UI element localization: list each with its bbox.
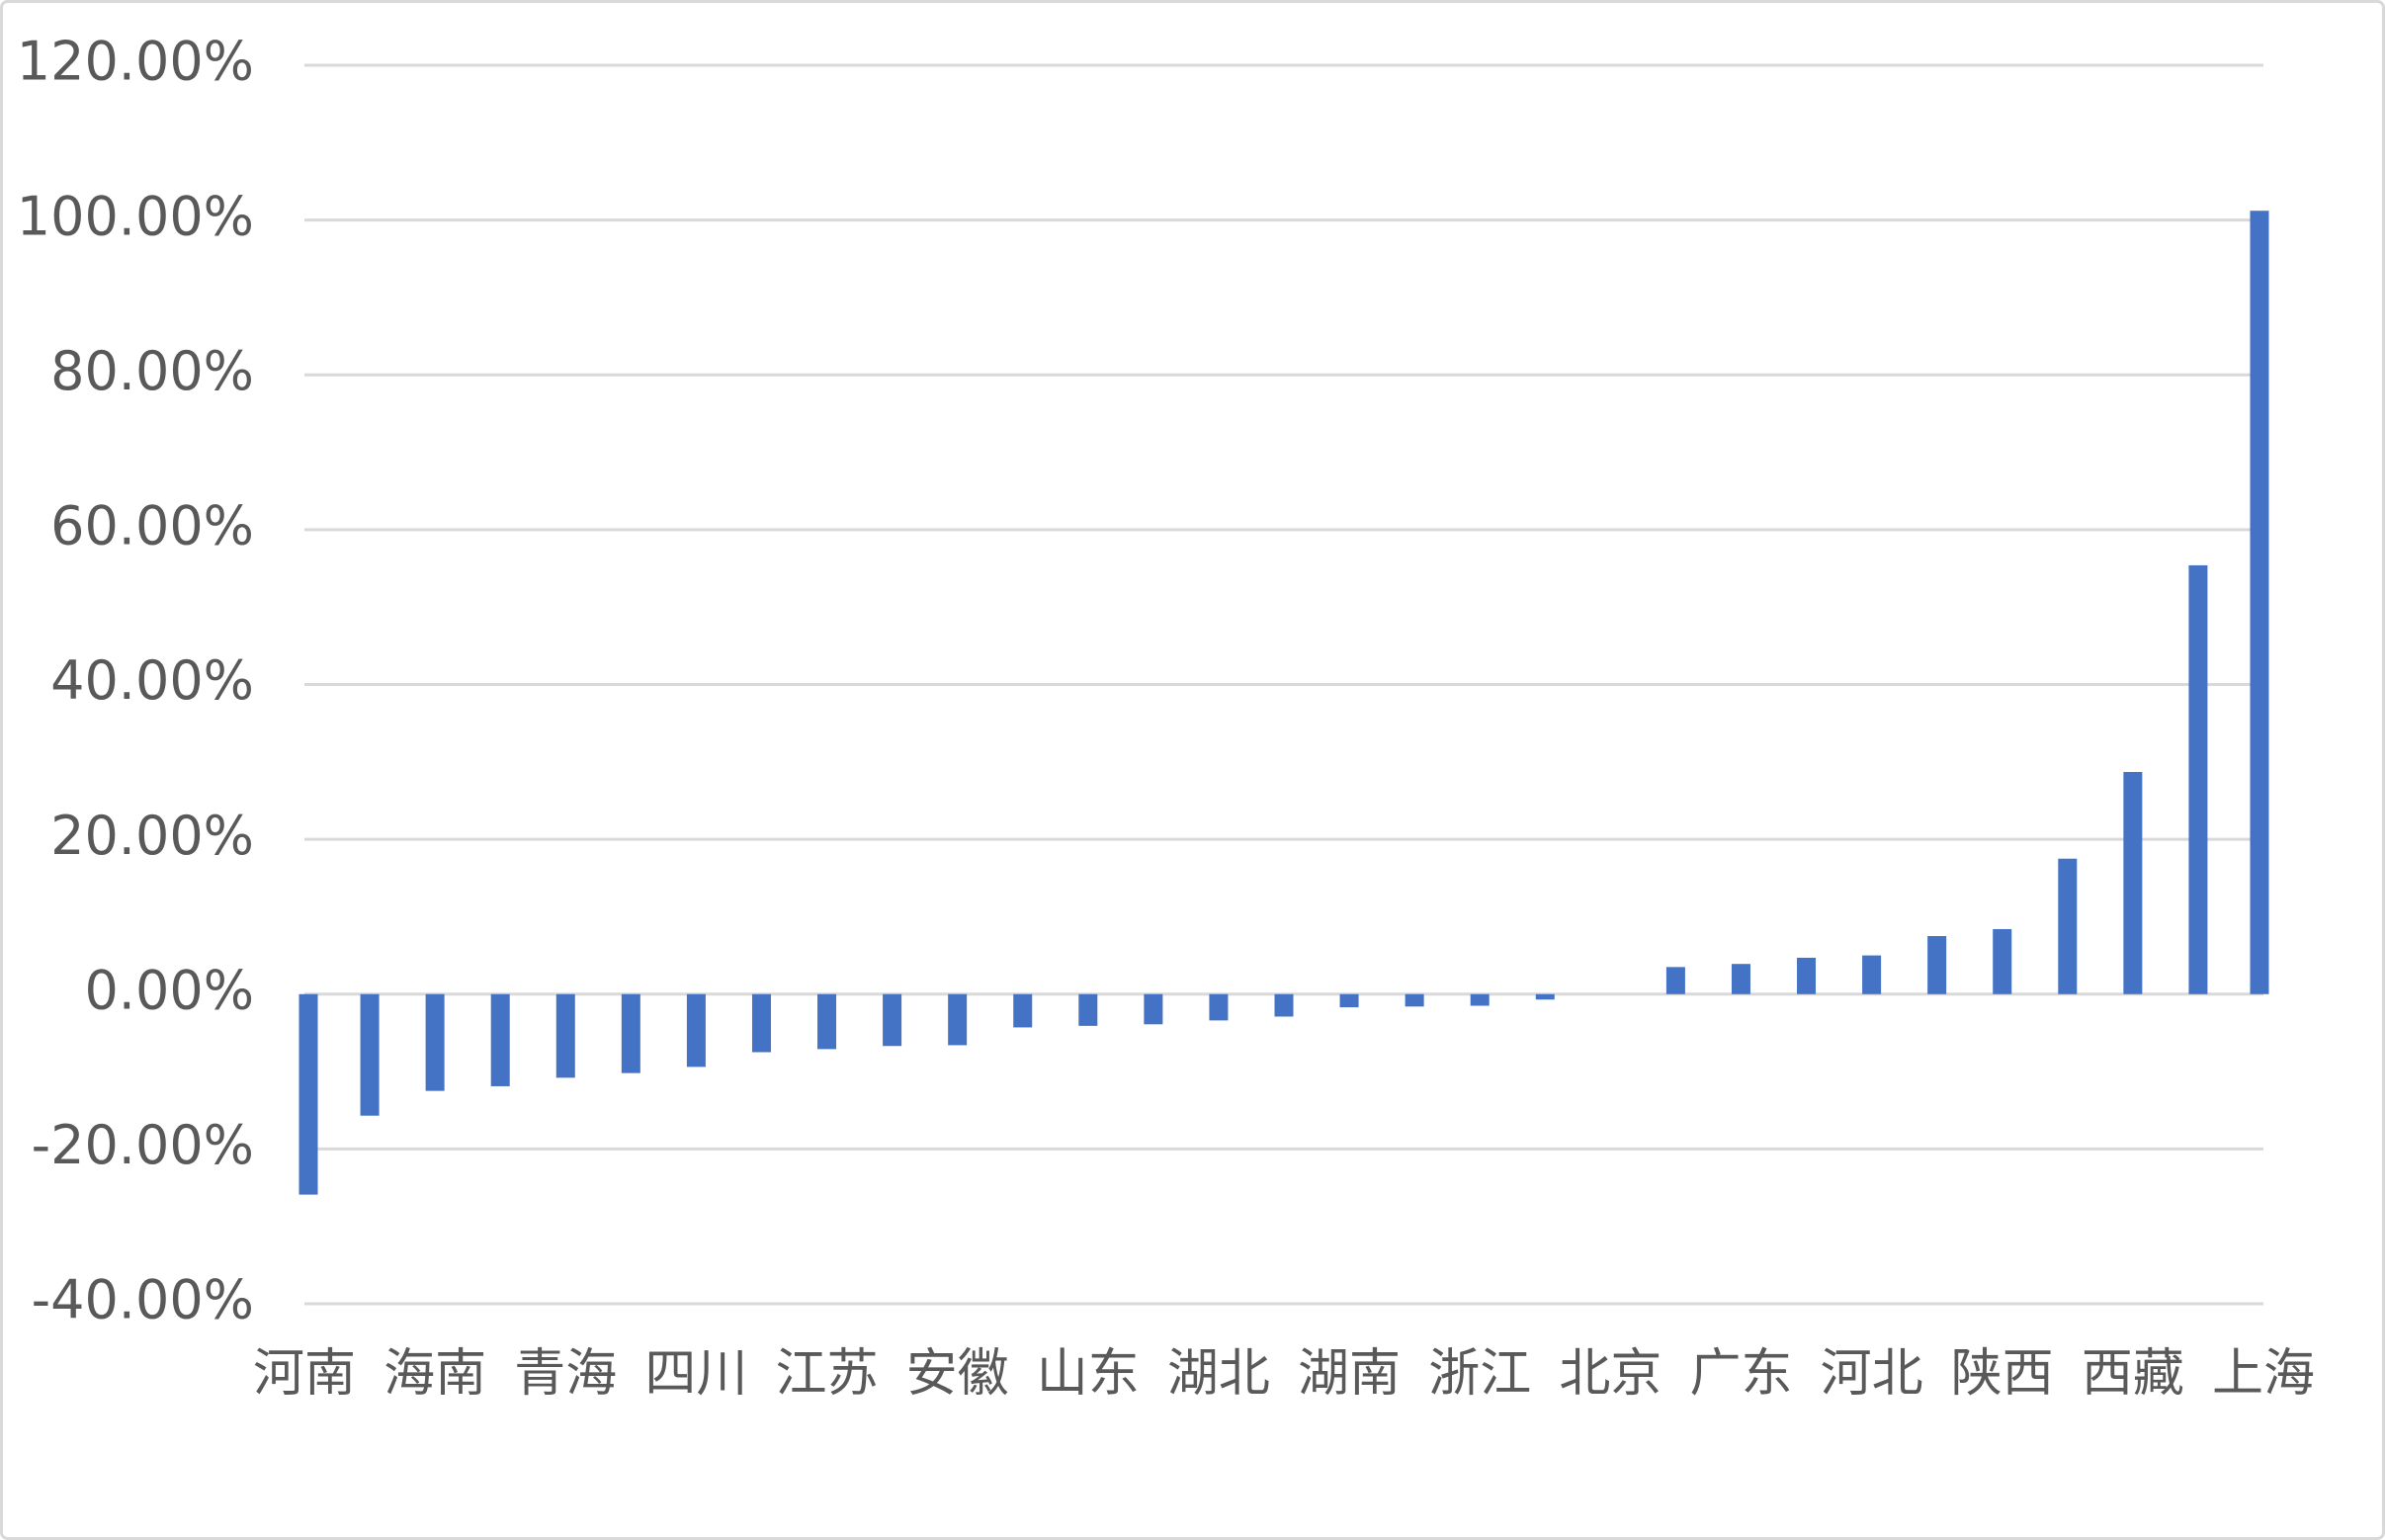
bar — [1274, 993, 1294, 1017]
y-tick-label: -20.00% — [32, 1114, 254, 1176]
bar — [1993, 928, 2012, 994]
bar — [1470, 993, 1490, 1006]
y-tick-label: 20.00% — [50, 805, 254, 867]
bar — [425, 993, 445, 1091]
bar — [1665, 967, 1685, 994]
bar — [2058, 858, 2078, 994]
x-tick-label: 青海 — [514, 1344, 617, 1404]
bar — [1862, 955, 1882, 994]
bar — [1144, 993, 1163, 1025]
bar — [883, 993, 902, 1047]
bar — [1731, 964, 1750, 994]
x-tick-label: 湖南 — [1298, 1344, 1401, 1404]
y-tick-label: 0.00% — [84, 959, 254, 1021]
bar — [1013, 993, 1033, 1028]
y-tick-label: 120.00% — [17, 31, 254, 93]
x-tick-label: 广东 — [1689, 1344, 1792, 1404]
y-tick-label: 100.00% — [17, 185, 254, 247]
x-tick-label: 山东 — [1037, 1344, 1140, 1404]
bar — [1339, 993, 1359, 1008]
x-tick-label: 安徽 — [906, 1344, 1009, 1404]
bar — [2250, 211, 2269, 994]
x-tick-label: 海南 — [383, 1344, 486, 1404]
bar — [1405, 993, 1424, 1007]
x-tick-label: 河南 — [253, 1344, 356, 1404]
bar — [1927, 936, 1947, 994]
bar — [817, 993, 837, 1050]
bar — [555, 993, 575, 1078]
bar — [1209, 993, 1229, 1021]
bar — [298, 993, 318, 1195]
bar — [2123, 771, 2143, 994]
x-tick-label: 江苏 — [776, 1344, 879, 1404]
x-tick-label: 浙江 — [1428, 1344, 1531, 1404]
bar — [1797, 957, 1817, 994]
bar — [751, 993, 771, 1053]
x-tick-label: 河北 — [1821, 1344, 1923, 1404]
bar — [1078, 993, 1098, 1026]
bar — [360, 993, 380, 1116]
y-tick-label: -40.00% — [32, 1269, 254, 1331]
x-tick-label: 西藏 — [2082, 1344, 2184, 1404]
x-tick-label: 陕西 — [1951, 1344, 2054, 1404]
y-tick-label: 80.00% — [50, 340, 254, 402]
x-tick-label: 四川 — [644, 1344, 747, 1404]
bar — [948, 993, 968, 1046]
y-tick-label: 40.00% — [50, 649, 254, 712]
bar — [686, 993, 706, 1068]
x-tick-label: 北京 — [1559, 1344, 1661, 1404]
bar — [490, 993, 510, 1086]
x-tick-label: 上海 — [2212, 1344, 2315, 1404]
bar — [2188, 564, 2208, 994]
x-tick-label: 湖北 — [1167, 1344, 1270, 1404]
bar — [1535, 993, 1555, 1000]
bar — [621, 993, 640, 1073]
y-tick-label: 60.00% — [50, 495, 254, 557]
